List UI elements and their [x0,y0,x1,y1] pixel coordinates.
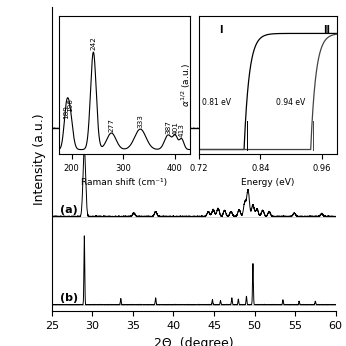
Text: 242: 242 [90,36,97,50]
Text: 196: 196 [67,98,73,112]
Text: 0.81 eV: 0.81 eV [201,98,230,107]
Text: II: II [324,25,330,35]
Text: 333: 333 [137,114,143,128]
X-axis label: Energy (eV): Energy (eV) [242,178,295,187]
Y-axis label: Intensity (a.u.): Intensity (a.u.) [33,113,46,205]
Text: (133): (133) [261,90,270,111]
Text: (b): (b) [60,293,78,303]
Text: (312): (312) [151,87,160,107]
Text: (331): (331) [213,90,222,111]
Text: (a): (a) [60,205,78,215]
Text: (202): (202) [80,35,89,56]
Text: 387: 387 [165,120,171,134]
Text: 401: 401 [172,121,178,135]
Text: I: I [219,25,223,35]
Text: 189: 189 [63,105,69,119]
Text: (422): (422) [248,82,257,102]
Y-axis label: $\alpha^{1/2}$ (a.u.): $\alpha^{1/2}$ (a.u.) [180,63,193,107]
Text: 0.94 eV: 0.94 eV [276,98,305,107]
Text: 413: 413 [179,124,184,137]
X-axis label: Raman shift (cm⁻¹): Raman shift (cm⁻¹) [82,178,167,187]
Text: (511): (511) [238,93,247,113]
X-axis label: 2Θ  (degree): 2Θ (degree) [154,337,234,346]
Text: 277: 277 [108,118,115,131]
Text: (c): (c) [60,117,77,127]
